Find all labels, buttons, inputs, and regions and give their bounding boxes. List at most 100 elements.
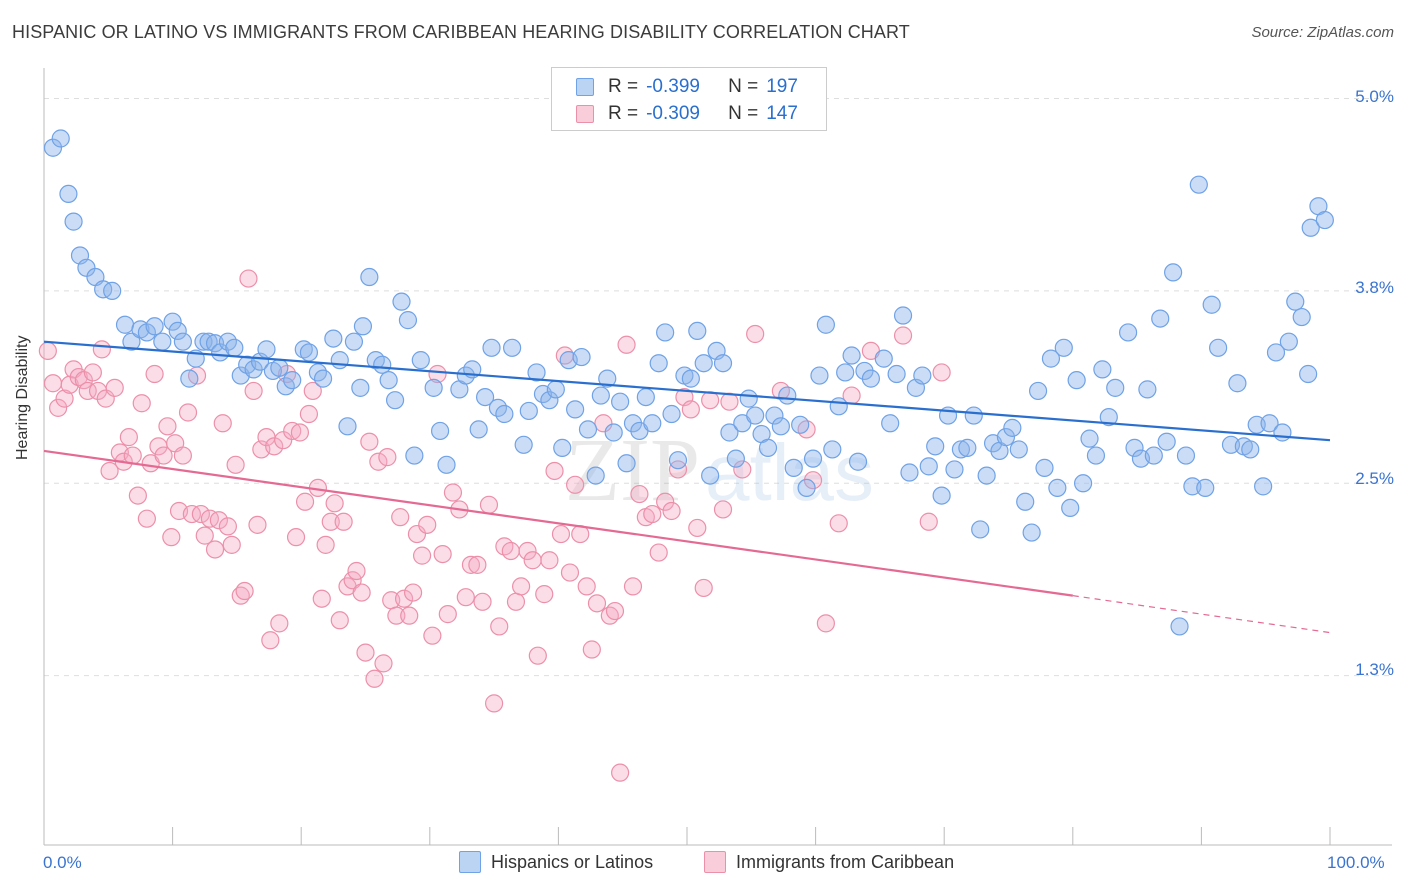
- data-point: [594, 414, 613, 433]
- data-point: [373, 355, 392, 374]
- data-point: [163, 312, 182, 331]
- data-point: [199, 332, 218, 351]
- legend-item-caribbean[interactable]: Immigrants from Caribbean: [704, 851, 954, 873]
- data-point: [758, 438, 778, 457]
- data-point: [495, 404, 514, 424]
- data-point: [1170, 617, 1189, 636]
- data-point: [205, 540, 225, 559]
- data-point: [1016, 492, 1035, 511]
- data-point: [765, 406, 784, 425]
- data-point: [313, 369, 333, 388]
- data-point: [514, 435, 533, 454]
- data-point: [797, 478, 816, 498]
- legend-item-hispanics[interactable]: Hispanics or Latinos: [459, 851, 653, 873]
- data-point: [1099, 407, 1118, 427]
- y-tick-label: 1.3%: [1355, 660, 1394, 679]
- data-point: [49, 398, 68, 417]
- data-point: [720, 423, 739, 442]
- data-point: [475, 387, 495, 407]
- data-point: [122, 332, 141, 351]
- data-point: [398, 311, 418, 330]
- data-point: [803, 449, 823, 468]
- data-point: [461, 555, 481, 574]
- data-point: [83, 363, 102, 382]
- data-point: [437, 455, 456, 474]
- data-point: [964, 406, 983, 425]
- series-immigrants-from-caribbean: [38, 269, 951, 782]
- data-point: [630, 484, 649, 504]
- data-point: [784, 458, 803, 477]
- data-point: [1176, 446, 1196, 465]
- r-label: R =: [608, 103, 639, 124]
- x-tick-label-min: 0.0%: [43, 853, 82, 872]
- data-point: [423, 626, 442, 645]
- data-point: [338, 417, 357, 436]
- data-point: [64, 212, 83, 231]
- data-point: [347, 561, 366, 581]
- data-point: [173, 446, 192, 465]
- data-point: [43, 374, 63, 393]
- data-point: [1022, 523, 1041, 542]
- data-point: [566, 475, 585, 494]
- data-point: [713, 354, 733, 373]
- data-point: [582, 640, 601, 659]
- data-point: [145, 317, 164, 336]
- data-point: [681, 369, 700, 388]
- data-point: [506, 592, 526, 611]
- data-point: [816, 614, 835, 633]
- trend-line-extrapolated: [1072, 595, 1331, 634]
- data-point: [222, 535, 241, 554]
- data-point: [1157, 432, 1176, 451]
- data-point: [353, 317, 373, 336]
- data-point: [294, 340, 313, 359]
- data-point: [1009, 440, 1028, 459]
- data-point: [378, 448, 397, 467]
- y-tick-label: 5.0%: [1355, 87, 1394, 106]
- data-point: [836, 363, 855, 382]
- r-label: R =: [608, 76, 639, 97]
- data-point: [945, 460, 964, 479]
- y-axis-label: Hearing Disability: [14, 335, 31, 461]
- r-value: -0.309: [646, 103, 700, 124]
- data-point: [173, 332, 192, 351]
- data-point: [713, 500, 733, 519]
- data-point: [411, 351, 430, 370]
- data-point: [132, 394, 151, 413]
- data-point: [887, 364, 906, 384]
- data-point: [194, 332, 213, 351]
- data-point: [92, 340, 111, 359]
- data-point: [694, 578, 713, 598]
- data-point: [387, 606, 406, 625]
- data-point: [312, 589, 331, 608]
- data-point: [528, 646, 547, 665]
- data-point: [611, 763, 630, 782]
- data-point: [893, 326, 913, 345]
- data-point: [694, 354, 713, 373]
- data-point: [1054, 338, 1073, 357]
- data-point: [919, 512, 938, 531]
- data-point: [412, 546, 432, 565]
- data-point: [418, 515, 437, 534]
- data-point: [977, 466, 996, 485]
- data-point: [195, 526, 214, 545]
- data-point: [330, 611, 349, 630]
- data-point: [100, 461, 119, 481]
- data-point: [586, 466, 605, 485]
- data-point: [519, 401, 538, 421]
- data-point: [1086, 446, 1106, 465]
- data-point: [265, 437, 284, 456]
- data-point: [200, 509, 219, 528]
- data-point: [283, 421, 302, 441]
- data-point: [351, 378, 370, 397]
- data-point: [43, 138, 63, 157]
- data-point: [681, 400, 700, 419]
- data-point: [433, 544, 452, 564]
- data-point: [1118, 323, 1138, 342]
- chart-title: HISPANIC OR LATINO VS IMMIGRANTS FROM CA…: [12, 22, 910, 42]
- data-point: [344, 332, 364, 351]
- data-point: [1138, 380, 1157, 399]
- data-point: [900, 463, 919, 482]
- data-point: [913, 366, 932, 385]
- data-point: [791, 415, 810, 434]
- data-point: [1093, 360, 1112, 379]
